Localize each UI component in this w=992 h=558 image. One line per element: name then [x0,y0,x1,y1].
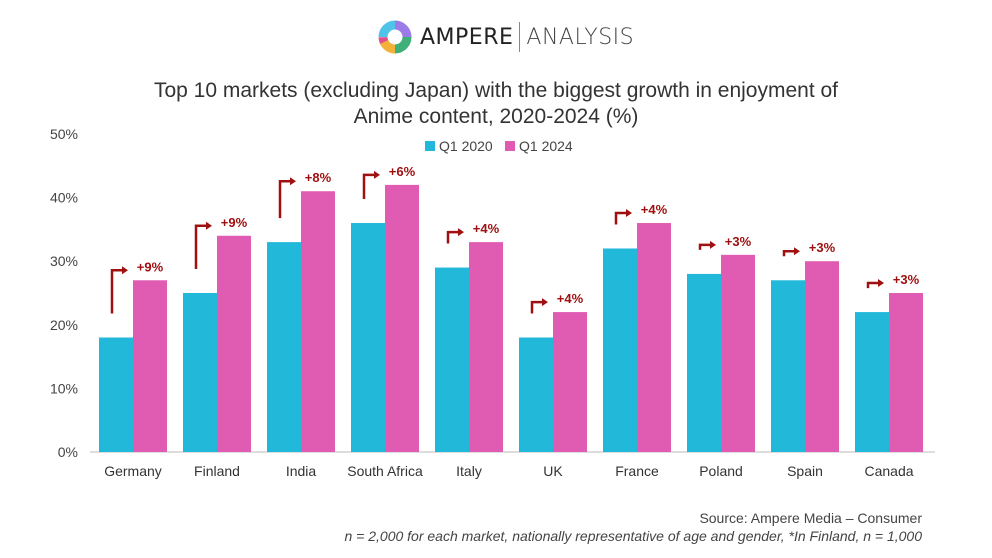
growth-arrow-icon [110,269,123,314]
y-tick-label: 10% [50,380,78,396]
growth-arrow-icon [194,224,207,269]
arrowhead-icon [374,170,380,179]
x-tick-label: France [615,463,659,479]
growth-label: +9% [221,215,248,230]
logo-divider [519,22,521,52]
growth-arrow-icon [446,230,459,244]
growth-label: +8% [305,170,332,185]
bar-q1-2024 [385,184,419,452]
x-tick-label: Germany [104,463,162,479]
x-tick-label: UK [543,463,563,479]
bar-q1-2020 [519,337,553,452]
y-tick-label: 30% [50,253,78,269]
growth-arrow-icon [614,211,627,225]
growth-arrow-icon [530,300,543,314]
legend-swatch [505,141,515,151]
x-tick-label: Poland [699,463,743,479]
bar-q1-2024 [553,312,587,452]
logo-sub: ANALYSIS [526,24,635,50]
bar-q1-2020 [435,267,469,452]
legend-label: Q1 2020 [439,138,493,154]
title-line-1: Top 10 markets (excluding Japan) with th… [153,79,839,102]
arrowhead-icon [794,247,800,256]
growth-label: +6% [389,164,416,179]
x-tick-label: Italy [456,463,482,479]
arrowhead-icon [878,279,884,287]
bar-q1-2024 [889,293,923,452]
bar-q1-2020 [687,273,721,452]
growth-label: +3% [809,240,836,255]
bar-q1-2024 [469,242,503,452]
arrowhead-icon [626,209,632,218]
x-tick-label: South Africa [347,463,423,479]
chart-title: Top 10 markets (excluding Japan) with th… [0,78,992,130]
ampere-logo: AMPERE ANALYSIS [378,20,634,54]
bar-q1-2024 [133,280,167,452]
growth-label: +3% [893,272,920,287]
y-tick-label: 20% [50,317,78,333]
growth-arrow-icon [278,179,291,219]
growth-label: +3% [725,234,752,249]
growth-arrow-icon [698,243,711,250]
bar-q1-2020 [855,312,889,452]
legend-swatch [425,141,435,151]
y-tick-label: 50% [50,126,78,142]
legend-label: Q1 2024 [519,138,573,154]
growth-arrow-icon [866,281,879,289]
source-line: Source: Ampere Media – Consumer [699,510,922,526]
y-tick-label: 40% [50,190,78,206]
bar-q1-2024 [805,261,839,452]
bar-q1-2020 [603,248,637,452]
bar-q1-2024 [721,254,755,452]
bar-q1-2020 [351,223,385,452]
bar-q1-2024 [217,235,251,452]
growth-arrow-icon [782,249,795,257]
arrowhead-icon [458,228,464,237]
bar-q1-2020 [771,280,805,452]
source-note: Source: Ampere Media – Consumer n = 2,00… [345,509,923,545]
logo-ring-icon [378,20,412,54]
arrowhead-icon [122,266,128,275]
x-tick-label: Spain [787,463,823,479]
growth-label: +4% [557,291,584,306]
y-tick-label: 0% [58,444,78,460]
title-line-2: Anime content, 2020-2024 (%) [353,105,639,128]
bar-q1-2020 [267,242,301,452]
arrowhead-icon [710,240,716,249]
x-tick-label: India [286,463,317,479]
bar-q1-2020 [99,337,133,452]
growth-arrow-icon [362,173,375,200]
arrowhead-icon [290,177,296,186]
growth-label: +9% [137,259,164,274]
bar-q1-2024 [637,223,671,452]
x-tick-label: Canada [864,463,913,479]
logo-brand: AMPERE [420,24,514,50]
bar-q1-2020 [183,293,217,452]
sample-note: n = 2,000 for each market, nationally re… [344,528,923,544]
bar-q1-2024 [301,191,335,453]
growth-label: +4% [473,221,500,236]
x-tick-label: Finland [194,463,240,479]
growth-label: +4% [641,202,668,217]
arrowhead-icon [206,221,212,230]
arrowhead-icon [542,298,548,307]
